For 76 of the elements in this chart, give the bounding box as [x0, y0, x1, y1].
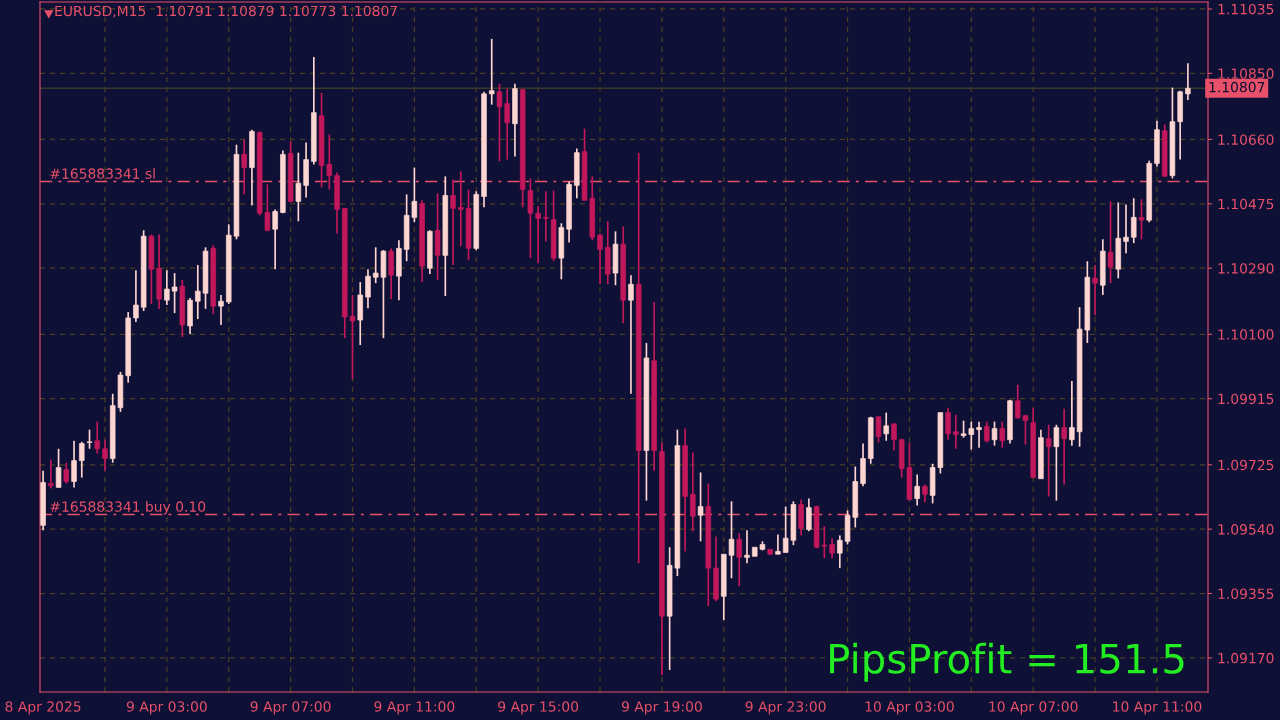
candlestick: [806, 497, 812, 533]
candlestick: [94, 420, 100, 455]
candlestick: [295, 151, 302, 223]
y-tick-label: 1.10660: [1218, 134, 1274, 145]
candlestick: [1069, 380, 1075, 447]
candlestick: [945, 406, 951, 441]
y-tick-label: 1.09915: [1218, 393, 1274, 405]
x-tick-label: 10 Apr 11:00: [1113, 701, 1202, 715]
candlestick: [697, 471, 704, 543]
candlestick: [171, 272, 178, 314]
candlestick: [1061, 407, 1067, 486]
candlestick: [535, 205, 541, 265]
x-tick-label: 9 Apr 07:00: [250, 701, 331, 715]
candlestick: [86, 428, 93, 450]
candlestick: [914, 473, 920, 507]
candlestick: [829, 537, 835, 560]
candlestick: [953, 413, 959, 450]
y-tick-label: 1.09540: [1218, 524, 1274, 535]
x-tick-label: 8 Apr 2025: [5, 701, 81, 715]
candlestick: [628, 274, 634, 395]
y-tick-label: 1.09355: [1218, 588, 1274, 599]
candlestick: [597, 232, 603, 286]
y-tick-label: 1.11035: [1218, 3, 1274, 15]
y-tick-label: 1.10475: [1218, 198, 1274, 210]
candlestick: [976, 420, 982, 449]
ref-line-label: #165883341 buy 0.10: [50, 501, 206, 515]
candlestick: [488, 38, 495, 106]
ref-line-label: 1.10807: [1209, 81, 1265, 93]
candlestick: [164, 269, 170, 306]
candlestick: [133, 269, 139, 323]
candlestick: [241, 138, 247, 196]
candlestick: [1107, 200, 1114, 284]
x-tick-label: 10 Apr 07:00: [989, 701, 1078, 715]
candlestick: [48, 458, 54, 490]
candlestick: [63, 461, 70, 485]
y-tick-label: 1.10100: [1218, 329, 1274, 340]
candlestick: [1131, 197, 1137, 244]
candlestick: [543, 190, 549, 243]
x-tick-label: 9 Apr 23:00: [745, 701, 826, 715]
candlestick: [891, 422, 897, 452]
candlestick: [365, 268, 371, 310]
candlestick: [450, 178, 456, 266]
candlestick: [1185, 62, 1191, 101]
candlestick: [744, 529, 750, 565]
y-tick-label: 1.10850: [1218, 68, 1274, 79]
x-tick-label: 10 Apr 03:00: [865, 701, 954, 715]
x-tick-label: 9 Apr 11:00: [374, 701, 455, 715]
annotation: PipsProfit = 151.5: [830, 642, 1184, 682]
candlestick: [1092, 264, 1098, 316]
candlestick: [736, 532, 742, 588]
ref-line-label: #165883341 sl: [50, 168, 155, 179]
candlestick: [1138, 198, 1145, 241]
candlestick: [690, 451, 696, 533]
candlestick: [875, 415, 882, 444]
candlestick: [991, 420, 998, 447]
candlestick: [527, 177, 534, 259]
candlestick: [218, 294, 224, 326]
y-tick-label: 1.09170: [1218, 652, 1274, 664]
candlestick: [999, 420, 1005, 449]
candlestick: [55, 447, 62, 489]
candlestick: [984, 420, 990, 444]
x-tick-label: 9 Apr 03:00: [126, 701, 207, 715]
candlestick: [883, 411, 889, 442]
x-tick-label: 9 Apr 19:00: [621, 701, 702, 715]
candlestick: [71, 439, 77, 489]
candlestick: [1053, 423, 1060, 502]
candlestick: [272, 208, 278, 271]
y-tick-label: 1.09725: [1218, 459, 1274, 471]
candlestick: [1045, 423, 1052, 498]
candlestick: [102, 438, 108, 472]
candlestick: [79, 440, 85, 479]
x-tick-label: 9 Apr 15:00: [498, 701, 579, 715]
candlestick: [1123, 203, 1129, 255]
candlestick: [775, 533, 781, 556]
y-tick-label: 1.10290: [1218, 263, 1274, 274]
chart-title: EURUSD,M15 1.10791 1.10879 1.10773 1.10807: [55, 5, 397, 18]
